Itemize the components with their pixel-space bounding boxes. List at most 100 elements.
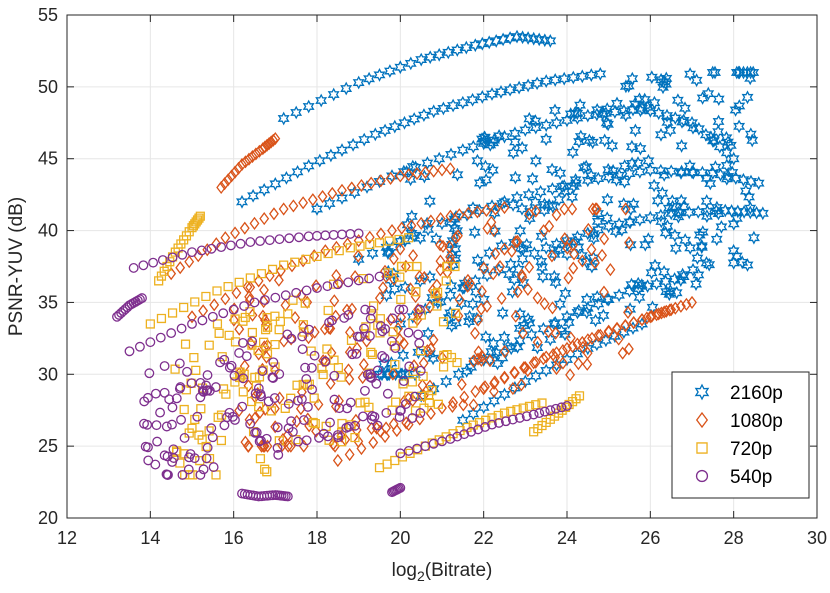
2160p-point xyxy=(358,132,371,147)
540p-point xyxy=(237,401,248,412)
2160p-point xyxy=(258,183,271,197)
1080p-point xyxy=(233,161,244,175)
720p-point xyxy=(170,364,180,374)
2160p-point xyxy=(513,80,526,95)
720p-point xyxy=(411,287,421,297)
2160p-point xyxy=(433,47,446,62)
720p-point xyxy=(179,302,189,313)
1080p-point xyxy=(216,180,227,195)
540p-point xyxy=(174,358,185,369)
540p-point xyxy=(297,344,308,355)
2160p-point xyxy=(534,184,547,199)
2160p-point xyxy=(617,103,630,118)
1080p-point xyxy=(437,401,447,415)
1080p-point xyxy=(517,326,528,340)
1080p-point xyxy=(264,137,275,151)
1080p-point xyxy=(656,306,667,320)
720p-point xyxy=(274,436,284,446)
540p-point xyxy=(168,444,179,455)
2160p-point xyxy=(405,226,418,241)
1080p-point xyxy=(551,346,562,360)
1080p-point xyxy=(409,359,419,373)
2160p-point xyxy=(280,171,293,185)
1080p-point xyxy=(262,338,273,352)
540p-point xyxy=(270,292,281,303)
540p-point xyxy=(224,362,235,373)
540p-point xyxy=(257,366,268,377)
2160p-point xyxy=(463,309,476,324)
2160p-point xyxy=(498,129,511,144)
540p-point xyxy=(329,370,340,381)
1080p-point xyxy=(463,273,473,287)
1080p-point xyxy=(524,207,535,221)
legend-marker-2160p xyxy=(694,383,710,401)
540p-point xyxy=(167,402,178,413)
1080p-point xyxy=(396,310,407,324)
2160p-point xyxy=(560,352,574,367)
1080p-point xyxy=(507,381,518,396)
1080p-point xyxy=(624,236,634,250)
2160p-point xyxy=(424,50,437,65)
1080p-point xyxy=(499,200,510,215)
1080p-point xyxy=(406,219,417,233)
2160p-point xyxy=(581,173,594,188)
540p-point xyxy=(269,393,280,403)
540p-point xyxy=(365,313,376,324)
1080p-point xyxy=(559,202,570,216)
1080p-point xyxy=(398,336,409,351)
2160p-point xyxy=(423,194,436,209)
540p-point xyxy=(255,389,266,400)
2160p-point xyxy=(691,251,704,265)
540p-point xyxy=(150,459,161,470)
1080p-point xyxy=(458,398,469,412)
2160p-point xyxy=(703,257,716,272)
2160p-point xyxy=(671,93,684,108)
2160p-point xyxy=(497,32,510,47)
1080p-point xyxy=(659,305,670,319)
540p-point xyxy=(245,418,256,429)
2160p-point xyxy=(505,341,518,356)
1080p-point xyxy=(395,169,406,183)
2160p-point xyxy=(548,269,561,284)
1080p-point xyxy=(278,202,289,216)
1080p-point xyxy=(547,301,558,315)
2160p-point xyxy=(733,119,746,134)
720p-point xyxy=(270,339,280,350)
1080p-point xyxy=(623,342,634,356)
540p-point xyxy=(155,332,166,343)
540p-point xyxy=(550,403,561,414)
720p-point xyxy=(238,387,248,397)
540p-point xyxy=(134,294,145,305)
720p-point xyxy=(412,261,422,272)
540p-point xyxy=(195,392,206,403)
1080p-point xyxy=(378,281,388,295)
1080p-point xyxy=(468,398,479,412)
2160p-point xyxy=(632,276,645,291)
720p-point xyxy=(221,389,231,399)
540p-point xyxy=(144,368,155,379)
2160p-point xyxy=(727,256,740,270)
2160p-point xyxy=(572,303,585,318)
2160p-point xyxy=(574,129,587,144)
1080p-point xyxy=(590,256,600,270)
2160p-point xyxy=(559,286,572,301)
2160p-point xyxy=(585,68,598,83)
2160p-point xyxy=(247,188,260,203)
540p-point xyxy=(306,362,317,373)
1080p-point xyxy=(506,244,517,258)
540p-point xyxy=(343,310,354,320)
1080p-point xyxy=(522,363,533,378)
1080p-point xyxy=(418,389,429,403)
2160p-point xyxy=(613,288,626,303)
2160p-point xyxy=(418,169,431,184)
540p-point xyxy=(238,373,249,384)
1080p-point xyxy=(661,304,672,318)
2160p-point xyxy=(506,284,519,299)
2160p-point xyxy=(747,230,760,245)
540p-point xyxy=(298,415,309,425)
2160p-point xyxy=(509,135,522,149)
720p-point xyxy=(145,319,155,329)
540p-point xyxy=(234,348,245,358)
2160p-point xyxy=(529,120,542,135)
1080p-point xyxy=(593,328,604,343)
